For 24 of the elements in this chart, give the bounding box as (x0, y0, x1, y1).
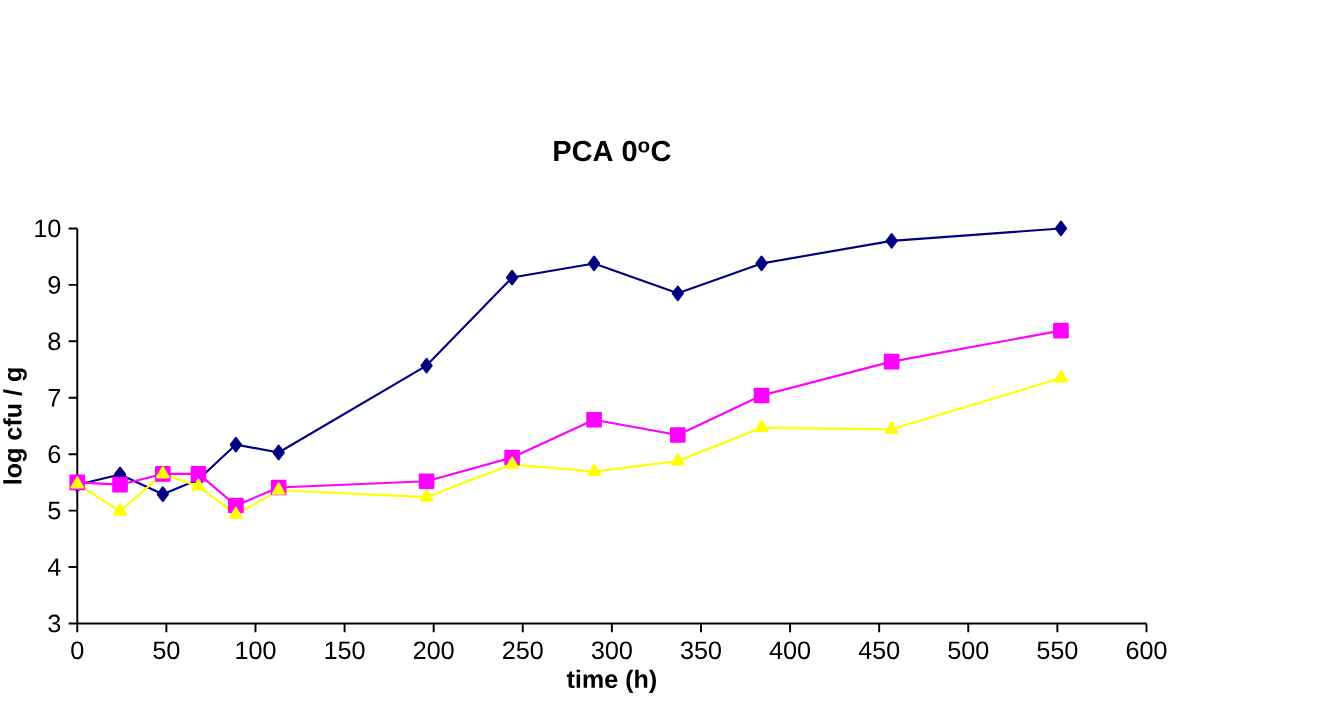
y-tick-label: 3 (48, 614, 61, 633)
x-tick-label: 0 (71, 641, 84, 660)
x-tick-label: 600 (1126, 641, 1167, 660)
y-tick-label: 8 (48, 332, 61, 351)
y-tick-label: 6 (48, 445, 61, 464)
x-tick-label: 250 (503, 641, 543, 660)
x-tick-label: 500 (948, 641, 989, 660)
y-tick-label: 5 (48, 501, 61, 520)
y-tick-label: 9 (48, 276, 61, 294)
x-tick-label: 200 (413, 641, 454, 660)
x-tick-label: 150 (325, 641, 365, 660)
chart-title: PCA 0$^{o}$C (554, 140, 671, 162)
y-tick-label: 7 (48, 389, 61, 407)
x-tick-label: 450 (858, 641, 900, 660)
x-axis-title: time (h) (566, 669, 656, 694)
x-tick-label: 50 (153, 641, 180, 660)
x-tick-label: 400 (769, 641, 811, 660)
x-tick-label: 300 (591, 641, 632, 660)
y-tick-label: 10 (35, 219, 61, 238)
y-tick-label: 4 (47, 558, 61, 576)
x-tick-label: 350 (680, 641, 721, 660)
x-tick-label: 550 (1037, 641, 1078, 660)
x-tick-label: 100 (236, 641, 276, 660)
y-axis-title: log cfu / g (3, 368, 27, 484)
